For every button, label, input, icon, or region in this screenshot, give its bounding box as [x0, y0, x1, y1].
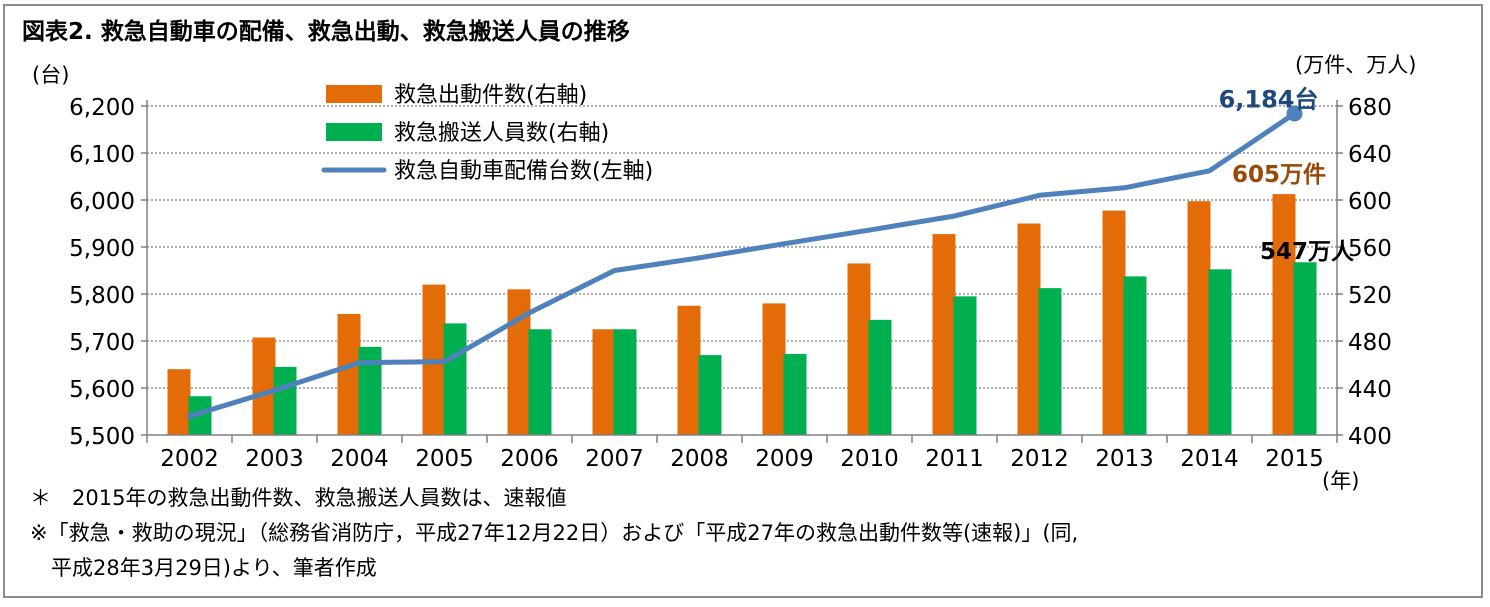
x-tick-label: 2008	[670, 446, 729, 472]
bar-dispatch	[932, 234, 956, 435]
bar-dispatch	[337, 313, 361, 435]
x-tick-label: 2009	[755, 446, 814, 472]
bar-dispatch	[592, 329, 616, 435]
x-tick-label: 2007	[585, 446, 644, 472]
left-tick-label: 6,200	[69, 95, 135, 121]
x-tick-label: 2011	[925, 446, 984, 472]
x-tick-label: 2010	[840, 446, 899, 472]
left-tick-label: 6,100	[69, 142, 135, 168]
legend-label: 救急搬送人員数(右軸)	[394, 121, 609, 146]
bar-transport	[358, 346, 382, 435]
x-tick-label: 2013	[1095, 446, 1154, 472]
bar-transport	[953, 296, 977, 435]
bar-dispatch	[252, 337, 276, 435]
note-line-1: ＊ 2015年の救急出動件数、救急搬送人員数は、速報値	[30, 486, 567, 510]
left-tick-label: 5,500	[69, 424, 135, 450]
right-tick-label: 480	[1348, 330, 1392, 356]
bar-transport	[273, 366, 297, 435]
right-tick-label: 640	[1348, 142, 1392, 168]
x-tick-label: 2012	[1010, 446, 1069, 472]
legend-label: 救急自動車配備台数(左軸)	[394, 159, 653, 184]
bar-transport	[868, 319, 892, 435]
bar-transport	[1208, 269, 1232, 435]
left-tick-label: 5,900	[69, 236, 135, 262]
bars	[167, 194, 1317, 435]
left-tick-label: 6,000	[69, 189, 135, 215]
legend: 救急出動件数(右軸) 救急搬送人員数(右軸) 救急自動車配備台数(左軸)	[321, 83, 653, 184]
left-tick-label: 5,700	[69, 330, 135, 356]
left-axis-unit: (台)	[32, 63, 69, 87]
bar-transport	[443, 323, 467, 435]
left-tick-label: 5,800	[69, 283, 135, 309]
bar-dispatch	[677, 305, 701, 435]
bar-dispatch	[1272, 194, 1296, 435]
right-tick-label: 520	[1348, 283, 1392, 309]
x-tick-label: 2004	[330, 446, 389, 472]
gridlines	[147, 105, 1337, 389]
bar-dispatch	[762, 303, 786, 435]
x-tick-label: 2006	[500, 446, 559, 472]
note-line-2: ※「救急・救助の現況」（総務省消防庁，平成27年12月22日）および「平成27年…	[30, 521, 1079, 545]
right-tick-label: 600	[1348, 189, 1392, 215]
x-tick-label: 2015	[1265, 446, 1324, 472]
x-tick-label: 2005	[415, 446, 474, 472]
legend-swatch	[326, 85, 382, 103]
legend-label: 救急出動件数(右軸)	[394, 83, 587, 108]
annotations: 6,184台 605万件 547万人	[1219, 86, 1355, 265]
legend-swatch	[326, 123, 382, 141]
bar-dispatch	[1187, 201, 1211, 435]
x-tick-label: 2003	[245, 446, 304, 472]
bar-dispatch	[507, 289, 531, 435]
left-tick-label: 5,600	[69, 377, 135, 403]
annotation-vehicles: 6,184台	[1219, 86, 1319, 114]
annotation-dispatch: 605万件	[1232, 162, 1326, 188]
bar-transport	[1293, 262, 1317, 435]
note-line-3: 平成28年3月29日)より、筆者作成	[30, 556, 377, 580]
x-tick-label: 2002	[160, 446, 219, 472]
right-tick-label: 440	[1348, 377, 1392, 403]
bar-transport	[698, 355, 722, 435]
line-end-marker	[1286, 105, 1303, 122]
axes: 5,500 5,600 5,700 5,800 5,900 6,000 6,100 6,200…	[32, 53, 1416, 493]
bar-dispatch	[1017, 223, 1041, 435]
bar-transport	[1123, 276, 1147, 435]
right-tick-label: 680	[1348, 95, 1392, 121]
bar-dispatch	[847, 263, 871, 435]
x-tick-label: 2014	[1180, 446, 1239, 472]
line-vehicles	[187, 111, 1297, 419]
right-tick-label: 400	[1348, 424, 1392, 450]
bar-dispatch	[167, 369, 191, 435]
chart-frame	[3, 4, 1483, 598]
line-series	[187, 105, 1303, 419]
bar-transport	[613, 329, 637, 435]
bar-dispatch	[1102, 210, 1126, 435]
right-tick-label: 560	[1348, 236, 1392, 262]
bar-transport	[783, 353, 807, 435]
bar-transport	[1038, 288, 1062, 435]
bar-transport	[528, 329, 552, 435]
x-axis-unit: (年)	[1322, 469, 1359, 493]
right-axis-unit: (万件、万人)	[1295, 53, 1416, 77]
chart-title: 図表2. 救急自動車の配備、救急出動、救急搬送人員の推移	[22, 19, 630, 45]
annotation-transport: 547万人	[1260, 239, 1355, 265]
